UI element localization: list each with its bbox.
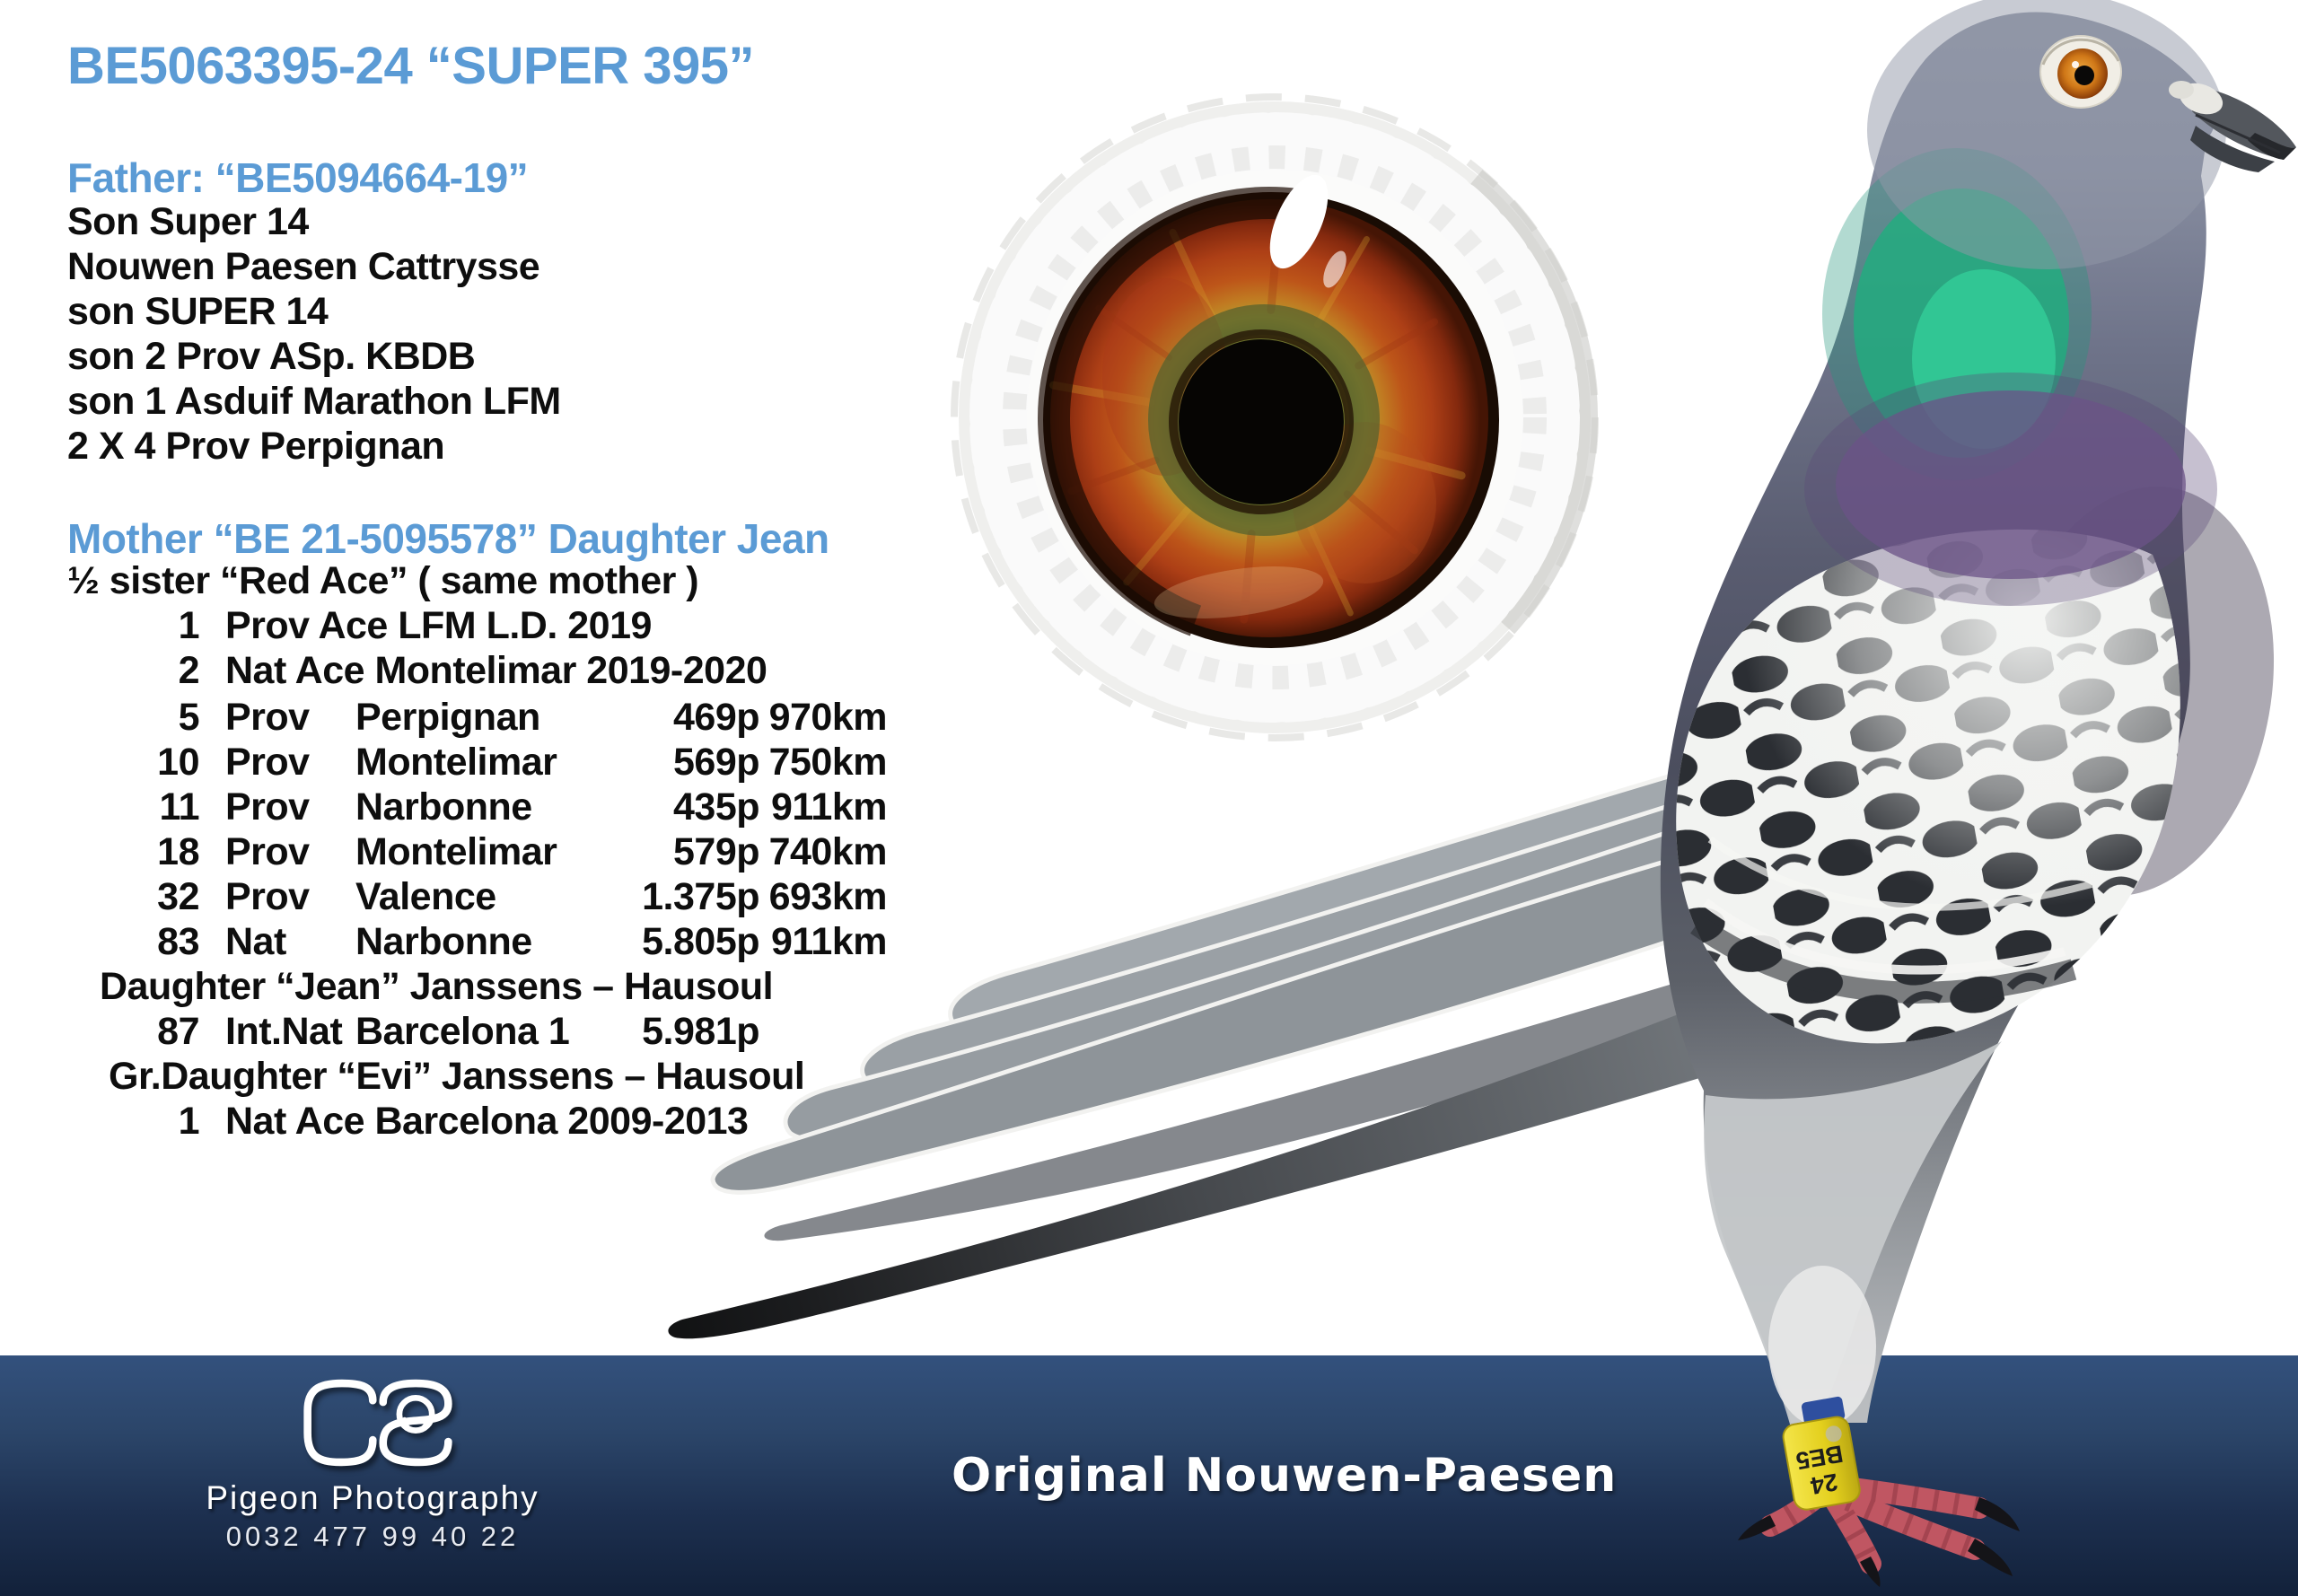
result-race: Valence <box>355 875 496 918</box>
iris-inner-ring <box>1148 304 1380 536</box>
result-level: Prov <box>225 875 310 918</box>
result-level: Prov <box>225 696 310 739</box>
eye-sclera-rim <box>1043 192 1499 648</box>
eye-ring <box>2039 35 2122 109</box>
beak-cere <box>2179 83 2223 115</box>
result-rank: 18 <box>157 830 199 873</box>
pedigree-text-column: BE5063395-24 “SUPER 395” Father: “BE5094… <box>67 0 974 1302</box>
result-rank: 2 <box>178 649 200 692</box>
logo-letter-s <box>379 1379 452 1467</box>
pigeon-body <box>1660 12 2215 1424</box>
father-heading: Father: “BE5094664-19” <box>67 154 529 201</box>
studio-name: Pigeon Photography <box>206 1479 539 1516</box>
bird-eye-pupil <box>2074 66 2094 85</box>
result-level: Prov <box>225 830 310 873</box>
result-level: Prov <box>225 785 310 829</box>
result-distance: 911km <box>770 920 888 963</box>
result-rank: 32 <box>157 875 199 918</box>
result-race: Barcelona 1 <box>355 1010 570 1053</box>
result-rank: 83 <box>157 920 199 963</box>
eye-frill-base <box>959 101 1591 733</box>
pedigree-line: son 2 Prov ASp. KBDB <box>67 335 476 378</box>
wing-shield <box>1676 529 2180 1044</box>
bird-eye-iris <box>2057 48 2108 99</box>
eye-highlight <box>1269 174 1329 269</box>
daughter-line: Daughter “Jean” Janssens – Hausoul <box>100 965 774 1008</box>
iris-striations <box>1049 216 1466 624</box>
result-distance: 740km <box>768 830 888 873</box>
result-distance: 911km <box>770 785 888 829</box>
result-rank: 11 <box>159 785 200 829</box>
pigeon-head <box>1867 0 2296 269</box>
race-result-row: 11 Prov Narbonne 435p 911km <box>67 785 974 829</box>
ace-result-rows: 1 Prov Ace LFM L.D. 2019 2 Nat Ace Monte… <box>67 603 974 693</box>
beak-lower <box>2190 126 2275 172</box>
result-text: Nat Ace Barcelona 2009-2013 <box>225 1100 749 1143</box>
granddaughter-line: Gr.Daughter “Evi” Janssens – Hausoul <box>109 1055 805 1098</box>
beak-upper <box>2192 86 2296 160</box>
eye-pupil <box>1179 339 1344 504</box>
pedigree-line: Nouwen Paesen Cattrysse <box>67 245 540 288</box>
logo-lens-smile <box>402 1416 429 1433</box>
loft-name: Original Nouwen-Paesen <box>952 1449 1618 1503</box>
pedigree-line: son SUPER 14 <box>67 290 329 333</box>
breast-sheen <box>1998 487 2275 896</box>
result-level: Int.Nat <box>225 1010 343 1053</box>
race-result-rows: 5 Prov Perpignan 469p 970km 10 Prov Mont… <box>67 695 974 964</box>
result-race: Montelimar <box>355 741 557 784</box>
result-race: Perpignan <box>355 696 540 739</box>
logo-letter-c <box>303 1379 377 1467</box>
result-pigeons: 435p <box>672 785 760 829</box>
iridescent-neck <box>1804 148 2217 606</box>
footer-bar: Pigeon Photography 0032 477 99 40 22 Ori… <box>0 1355 2298 1596</box>
result-pigeons: 569p <box>672 741 760 784</box>
result-rank: 87 <box>157 1010 199 1053</box>
result-level: Prov <box>225 741 310 784</box>
studio-phone: 0032 477 99 40 22 <box>225 1521 520 1552</box>
result-pigeons: 5.981p <box>642 1010 759 1053</box>
result-distance: 970km <box>768 696 888 739</box>
result-rank: 10 <box>157 741 199 784</box>
race-result-row: 5 Prov Perpignan 469p 970km <box>67 695 974 740</box>
ace-result-row: 1 Prov Ace LFM L.D. 2019 <box>67 603 974 648</box>
beak-tip <box>2248 133 2296 160</box>
half-sister-line: ½ sister “Red Ace” ( same mother ) <box>67 559 699 602</box>
result-rank: 1 <box>178 1100 200 1143</box>
pedigree-line: Son Super 14 <box>67 200 309 243</box>
result-race: Narbonne <box>355 920 532 963</box>
eye-frill-beads <box>969 112 1580 723</box>
result-distance: 750km <box>768 741 888 784</box>
result-distance: 693km <box>768 875 888 918</box>
eye-iris <box>1050 199 1488 637</box>
daughter-result-row: 87 Int.Nat Barcelona 1 5.981p <box>67 1009 974 1054</box>
eye-closeup-photo <box>951 93 1599 741</box>
result-text: Nat Ace Montelimar 2019-2020 <box>225 649 767 692</box>
race-result-row: 10 Prov Montelimar 569p 750km <box>67 740 974 785</box>
result-rank: 5 <box>178 696 200 739</box>
granddaughter-result-row: 1 Nat Ace Barcelona 2009-2013 <box>67 1099 974 1144</box>
result-race: Narbonne <box>355 785 532 829</box>
result-pigeons: 469p <box>672 696 760 739</box>
pedigree-line: son 1 Asduif Marathon LFM <box>67 380 561 423</box>
result-text: Prov Ace LFM L.D. 2019 <box>225 604 652 647</box>
race-result-row: 83 Nat Narbonne 5.805p 911km <box>67 919 974 964</box>
father-pedigree-lines: Son Super 14 Nouwen Paesen Cattrysse son… <box>67 199 561 469</box>
mother-heading: Mother “BE 21-5095578” Daughter Jean <box>67 515 829 562</box>
result-rank: 1 <box>178 604 200 647</box>
result-race: Montelimar <box>355 830 557 873</box>
cs-photography-logo-icon <box>303 1379 452 1467</box>
race-result-row: 32 Prov Valence 1.375p 693km <box>67 874 974 919</box>
race-result-row: 18 Prov Montelimar 579p 740km <box>67 829 974 874</box>
ace-result-row: 2 Nat Ace Montelimar 2019-2020 <box>67 648 974 693</box>
page-title: BE5063395-24 “SUPER 395” <box>67 37 755 95</box>
pedigree-line: 2 X 4 Prov Perpignan <box>67 425 445 468</box>
result-level: Nat <box>225 920 286 963</box>
